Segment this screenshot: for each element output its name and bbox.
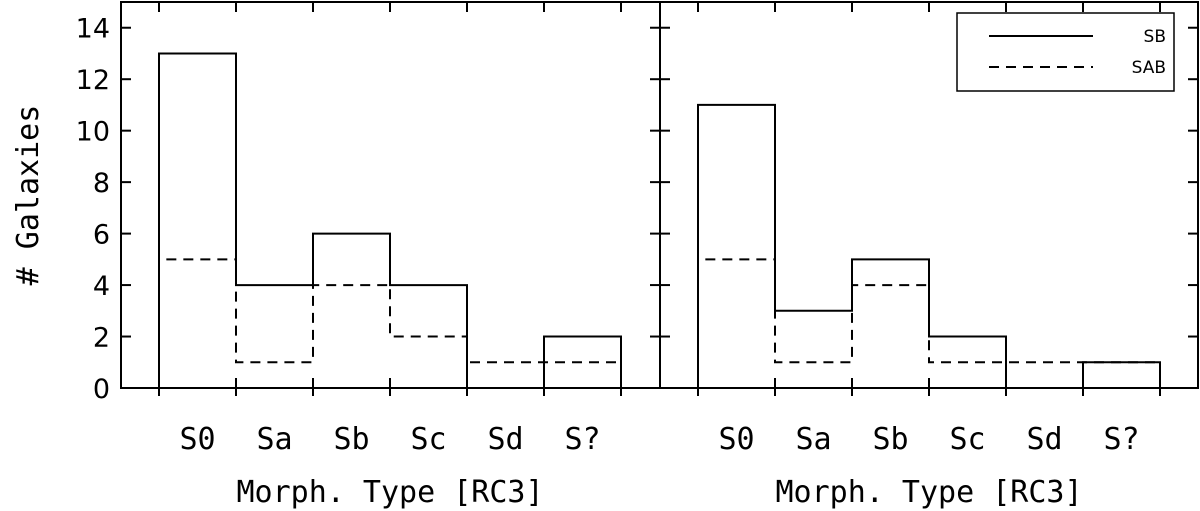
x-category-label: Sa <box>256 422 292 457</box>
x-axis-title: Morph. Type [RC3] <box>775 475 1082 510</box>
y-tick-label: 10 <box>76 117 110 148</box>
x-category-label: S0 <box>179 422 215 457</box>
histogram-sb-panel-1 <box>158 52 622 389</box>
y-tick-label: 2 <box>93 323 110 354</box>
x-category-label: Sd <box>1026 422 1062 457</box>
histogram-sab-panel-1 <box>158 258 622 388</box>
y-axis-title: # Galaxies <box>11 105 46 286</box>
x-category-label: Sa <box>795 422 831 457</box>
x-category-label: Sc <box>949 422 985 457</box>
x-category-label: Sc <box>410 422 446 457</box>
y-tick-label: 6 <box>93 220 110 251</box>
y-tick-label: 0 <box>93 374 110 405</box>
x-category-label: S? <box>564 422 600 457</box>
legend-label-sb: SB <box>1144 27 1166 47</box>
x-category-label: Sb <box>333 422 369 457</box>
histogram-sab-panel-2 <box>697 258 1161 388</box>
x-category-label: S0 <box>718 422 754 457</box>
y-tick-label: 8 <box>93 168 110 199</box>
y-tick-label: 12 <box>76 65 110 96</box>
legend-label-sab: SAB <box>1132 58 1166 78</box>
x-category-label: Sd <box>487 422 523 457</box>
y-tick-label: 4 <box>93 271 110 302</box>
legend-box <box>956 12 1175 92</box>
x-category-label: S? <box>1103 422 1139 457</box>
y-tick-label: 14 <box>76 14 110 45</box>
x-axis-title: Morph. Type [RC3] <box>236 475 543 510</box>
x-category-label: Sb <box>872 422 908 457</box>
